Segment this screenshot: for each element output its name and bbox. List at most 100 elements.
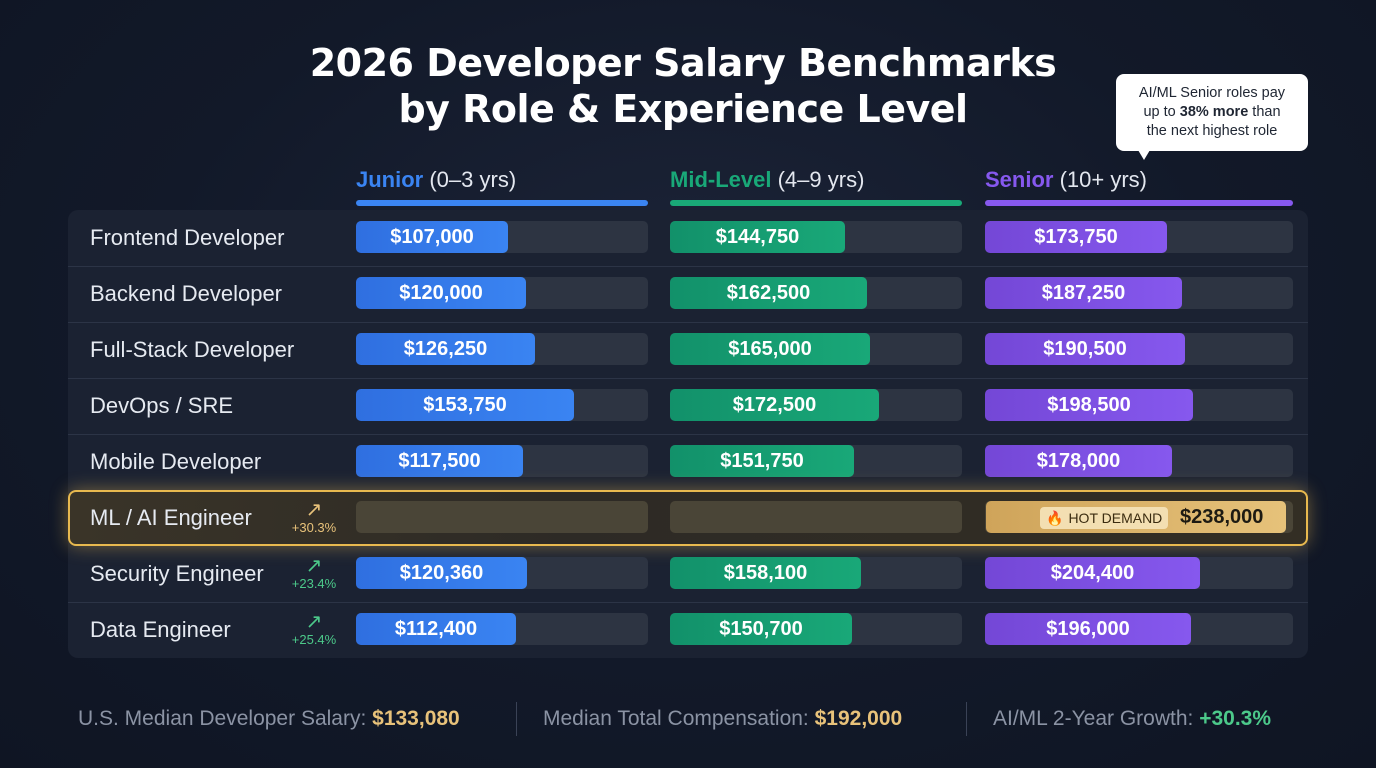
bar-track-mid: $162,500 [670, 277, 962, 309]
footer-ai-growth-label: AI/ML 2-Year Growth: [993, 707, 1200, 730]
column-underline-mid [670, 200, 962, 206]
salary-bar-senior: $198,500 [985, 389, 1193, 421]
row-divider [68, 602, 1308, 603]
bar-track-senior: $190,500 [985, 333, 1293, 365]
column-range-senior: (10+ yrs) [1059, 167, 1148, 192]
salary-bar-junior: $112,400 [356, 613, 516, 645]
bar-track-mid: $150,700 [670, 613, 962, 645]
footer-median-salary-value: $133,080 [372, 707, 460, 730]
chart-title-line-2: by Role & Experience Level [398, 87, 968, 131]
footer-median-salary: U.S. Median Developer Salary: $133,080 [78, 703, 460, 735]
footer-ai-growth-value: +30.3% [1199, 707, 1272, 730]
salary-bar-mid: $150,700 [670, 613, 852, 645]
salary-bar-junior: $120,360 [356, 557, 527, 589]
bar-track-senior: $198,500 [985, 389, 1293, 421]
callout-highlight: 38% more [1179, 104, 1249, 120]
salary-bar-mid: $158,100 [670, 557, 861, 589]
bar-track-mid: $172,500 [670, 389, 962, 421]
footer-divider [966, 702, 967, 736]
growth-percent: +30.3% [291, 520, 337, 535]
table-row-security-engineer: Security Engineer $120,360 $158,100 $204,40… [68, 546, 1308, 602]
salary-bar-senior: $204,400 [985, 557, 1200, 589]
hot-demand-badge: 🔥 HOT DEMAND [1040, 507, 1169, 529]
salary-bar-mid: $165,000 [670, 333, 870, 365]
bar-track-senior: $187,250 [985, 277, 1293, 309]
salary-bar-senior: $190,500 [985, 333, 1185, 365]
bar-track-mid: $158,100 [670, 557, 962, 589]
callout-line-3: the next highest role [1146, 123, 1278, 139]
column-underline-senior [985, 200, 1293, 206]
column-header-mid: Mid-Level (4–9 yrs) [670, 166, 864, 194]
callout-line-2-post: than [1248, 104, 1281, 120]
chart-title-line-1: 2026 Developer Salary Benchmarks [309, 41, 1057, 85]
row-divider [68, 322, 1308, 323]
column-level-mid: Mid-Level [670, 167, 772, 192]
callout-line-1: AI/ML Senior roles pay [1138, 85, 1286, 101]
flame-icon: 🔥 [1046, 511, 1064, 527]
column-range-junior: (0–3 yrs) [429, 167, 517, 192]
salary-bar-mid: $162,500 [670, 277, 867, 309]
row-divider [68, 434, 1308, 435]
table-row-mobile-developer: Mobile Developer $117,500 $151,750 $178,000 [68, 434, 1308, 490]
column-header-junior: Junior (0–3 yrs) [356, 166, 516, 194]
bar-track-mid: $144,750 [670, 221, 962, 253]
role-label: Security Engineer [90, 561, 264, 586]
column-level-junior: Junior [356, 167, 424, 192]
salary-bar-senior: $187,250 [985, 277, 1182, 309]
table-row-frontend-developer: Frontend Developer $107,000 $144,750 $173,7… [68, 210, 1308, 266]
bar-track-senior: $173,750 [985, 221, 1293, 253]
footer-ai-growth: AI/ML 2-Year Growth: +30.3% [993, 703, 1271, 735]
role-label: Frontend Developer [90, 225, 285, 250]
role-label: ML / AI Engineer [90, 505, 252, 530]
table-row-backend-developer: Backend Developer $120,000 $162,500 $187,25… [68, 266, 1308, 322]
trend-up-arrow-icon: ↗ [305, 609, 323, 633]
salary-bar-junior: $117,500 [356, 445, 523, 477]
hot-demand-label: HOT DEMAND [1068, 510, 1163, 526]
trend-up-arrow-icon: ↗ [305, 497, 323, 521]
table-row-full-stack-developer: Full-Stack Developer $126,250 $165,000 $190… [68, 322, 1308, 378]
bar-track-junior: $126,250 [356, 333, 648, 365]
role-label: Backend Developer [90, 281, 283, 306]
column-underline-junior [356, 200, 648, 206]
callout-line-2-pre: up to [1143, 104, 1180, 120]
growth-indicator: ↗ +23.4% [284, 554, 344, 592]
table-row-devops-sre: DevOps / SRE $153,750 $172,500 $198,500 [68, 378, 1308, 434]
bar-track-junior [356, 501, 648, 533]
chart-title: 2026 Developer Salary Benchmarks by Role… [180, 40, 1186, 132]
role-label: Full-Stack Developer [90, 337, 295, 362]
column-range-mid: (4–9 yrs) [777, 167, 865, 192]
role-label: Mobile Developer [90, 449, 262, 474]
salary-bar-junior: $126,250 [356, 333, 535, 365]
role-label: Data Engineer [90, 617, 231, 642]
salary-bar-mid: $151,750 [670, 445, 854, 477]
growth-indicator: ↗ +25.4% [284, 610, 344, 648]
footer-median-salary-label: U.S. Median Developer Salary: [78, 707, 373, 730]
bar-track-junior: $120,360 [356, 557, 648, 589]
row-divider [68, 266, 1308, 267]
trend-up-arrow-icon: ↗ [305, 553, 323, 577]
bar-track-mid: $165,000 [670, 333, 962, 365]
row-divider [68, 378, 1308, 379]
salary-value-senior-highlight: $238,000 [1180, 506, 1264, 528]
bar-track-junior: $112,400 [356, 613, 648, 645]
bar-track-junior: $117,500 [356, 445, 648, 477]
bar-track-senior: $178,000 [985, 445, 1293, 477]
callout-line-2: up to 38% more than [1124, 103, 1300, 122]
column-header-senior: Senior (10+ yrs) [985, 166, 1147, 194]
bar-track-senior: $204,400 [985, 557, 1293, 589]
salary-bar-senior: $173,750 [985, 221, 1167, 253]
bar-track-junior: $120,000 [356, 277, 648, 309]
salary-bar-mid: $144,750 [670, 221, 845, 253]
salary-bar-junior: $107,000 [356, 221, 508, 253]
bar-track-mid: $151,750 [670, 445, 962, 477]
footer-total-comp-label: Median Total Compensation: [543, 707, 815, 730]
callout-pointer [1138, 150, 1150, 160]
bar-track-senior: $196,000 [985, 613, 1293, 645]
footer-total-comp: Median Total Compensation: $192,000 [543, 703, 902, 735]
column-level-senior: Senior [985, 167, 1054, 192]
bar-track-junior: $153,750 [356, 389, 648, 421]
role-label: DevOps / SRE [90, 393, 234, 418]
footer-total-comp-value: $192,000 [814, 707, 903, 730]
growth-indicator: ↗ +30.3% [284, 498, 344, 536]
bar-track-junior: $107,000 [356, 221, 648, 253]
